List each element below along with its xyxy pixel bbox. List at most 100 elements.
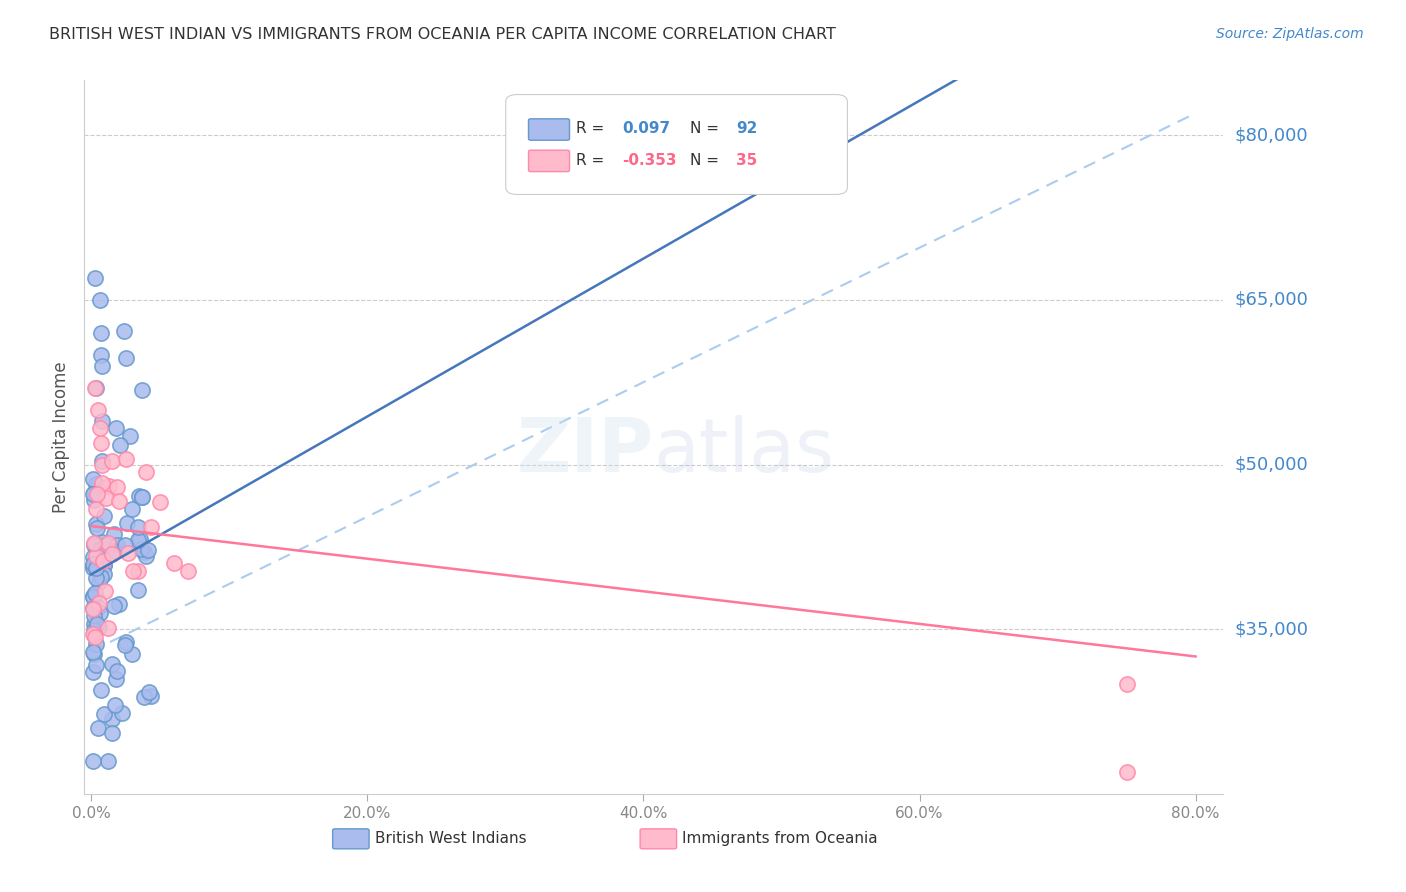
Point — [129, 541, 152, 556]
Point — [91, 454, 114, 468]
Point — [1115, 677, 1137, 691]
Point — [108, 597, 131, 611]
Point — [114, 638, 136, 652]
Point — [112, 324, 135, 338]
Point — [127, 533, 149, 547]
Point — [131, 490, 153, 504]
FancyBboxPatch shape — [529, 150, 569, 171]
Point — [84, 516, 107, 531]
Point — [86, 617, 108, 632]
Point — [94, 491, 117, 506]
Point — [104, 698, 127, 712]
Point — [84, 381, 107, 395]
Text: ZIP: ZIP — [516, 415, 654, 488]
Text: atlas: atlas — [654, 415, 835, 488]
Text: British West Indians: British West Indians — [375, 831, 526, 847]
Point — [127, 583, 149, 598]
Point — [97, 535, 120, 549]
Point — [91, 475, 114, 490]
Text: $65,000: $65,000 — [1234, 291, 1308, 309]
Point — [89, 293, 111, 307]
Point — [96, 537, 118, 551]
Point — [98, 479, 121, 493]
Point — [82, 645, 104, 659]
Point — [90, 534, 112, 549]
Point — [90, 435, 112, 450]
Point — [84, 637, 107, 651]
Point — [97, 754, 120, 768]
Point — [89, 606, 111, 620]
Point — [83, 486, 105, 500]
Point — [121, 502, 143, 516]
Point — [136, 542, 159, 557]
Point — [114, 538, 136, 552]
Text: $35,000: $35,000 — [1234, 620, 1309, 638]
Point — [82, 665, 104, 680]
Point — [132, 545, 155, 559]
Point — [82, 487, 104, 501]
Point — [82, 601, 104, 615]
Point — [103, 527, 125, 541]
Point — [131, 490, 153, 504]
Text: -0.353: -0.353 — [621, 153, 676, 168]
Point — [82, 601, 104, 615]
Point — [104, 673, 127, 687]
Point — [82, 561, 104, 575]
Point — [97, 621, 120, 635]
Text: BRITISH WEST INDIAN VS IMMIGRANTS FROM OCEANIA PER CAPITA INCOME CORRELATION CHA: BRITISH WEST INDIAN VS IMMIGRANTS FROM O… — [49, 27, 837, 42]
Point — [139, 520, 162, 534]
Point — [93, 566, 115, 581]
Point — [163, 556, 186, 570]
Point — [105, 538, 128, 552]
Point — [86, 571, 108, 585]
Point — [84, 476, 107, 491]
Point — [87, 402, 110, 417]
Point — [108, 438, 131, 452]
Point — [83, 616, 105, 631]
Point — [115, 351, 138, 365]
Point — [90, 682, 112, 697]
Point — [83, 493, 105, 508]
Point — [84, 549, 107, 563]
Point — [82, 472, 104, 486]
Point — [138, 685, 160, 699]
Point — [177, 564, 200, 578]
Text: 35: 35 — [735, 153, 756, 168]
Point — [82, 558, 104, 572]
Point — [83, 536, 105, 550]
Point — [105, 664, 128, 678]
Point — [91, 359, 114, 373]
Point — [86, 520, 108, 534]
Point — [139, 689, 162, 703]
Point — [96, 541, 118, 556]
Point — [83, 647, 105, 661]
Point — [104, 544, 127, 558]
Point — [94, 584, 117, 599]
Text: $50,000: $50,000 — [1234, 456, 1308, 474]
FancyBboxPatch shape — [333, 829, 370, 849]
Point — [93, 707, 115, 722]
Point — [104, 421, 127, 435]
Point — [101, 657, 124, 672]
Point — [84, 381, 107, 395]
Text: 92: 92 — [735, 121, 758, 136]
Point — [90, 326, 112, 340]
Point — [121, 647, 143, 661]
FancyBboxPatch shape — [640, 829, 676, 849]
Text: $80,000: $80,000 — [1234, 126, 1308, 145]
Point — [118, 428, 141, 442]
Point — [83, 618, 105, 632]
Point — [149, 495, 172, 509]
Point — [86, 599, 108, 614]
Point — [91, 554, 114, 568]
Point — [89, 421, 111, 435]
Point — [87, 620, 110, 634]
Point — [128, 489, 150, 503]
Point — [132, 690, 155, 704]
Point — [111, 706, 134, 720]
Point — [84, 560, 107, 574]
Point — [101, 726, 124, 740]
Point — [89, 574, 111, 589]
Point — [91, 458, 114, 472]
Point — [101, 453, 124, 467]
